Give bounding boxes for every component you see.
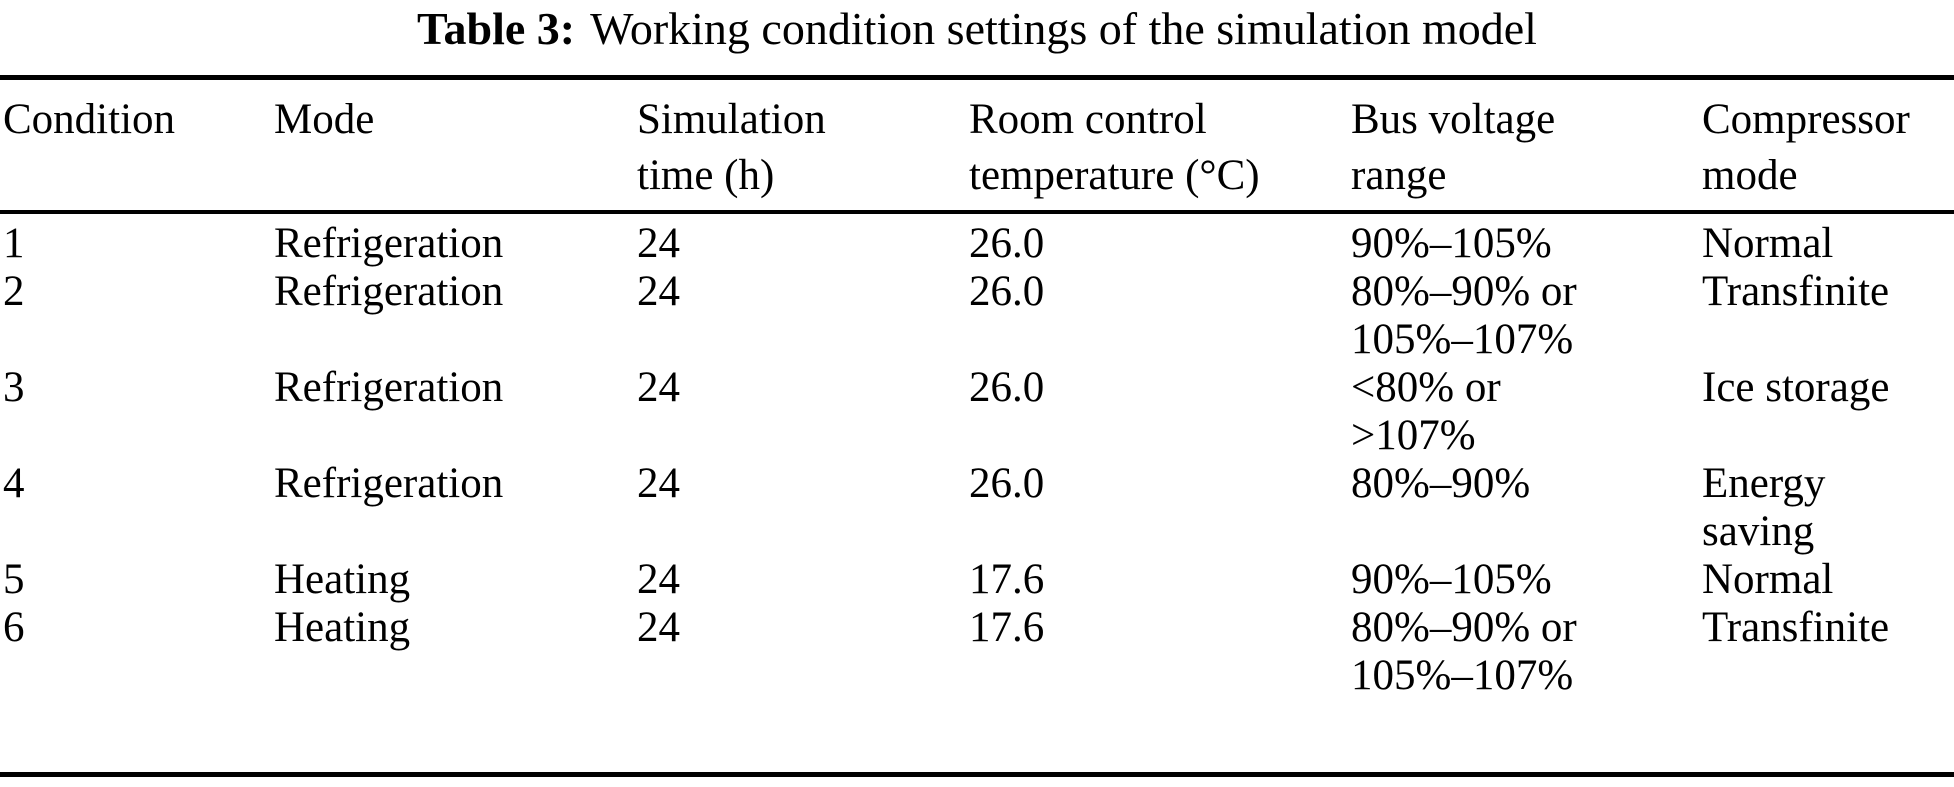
cell-mode: Refrigeration	[274, 220, 504, 267]
cell-compressor-mode: Energy saving	[1702, 460, 1826, 555]
cell-condition: 2	[3, 268, 25, 315]
cell-simulation-time: 24	[637, 364, 680, 411]
table-caption-number: Table 3:	[417, 3, 576, 54]
column-header-simulation-time: Simulation time (h)	[637, 77, 969, 214]
cell-simulation-time: 24	[637, 460, 680, 507]
cell-room-temperature: 26.0	[969, 460, 1045, 507]
table-body: 1 Refrigeration 24 26.0 90%–105% Normal …	[0, 212, 1954, 775]
working-conditions-table: Condition Mode Simulation time (h) Room …	[0, 75, 1954, 777]
table-row-condition-1: 1 Refrigeration 24 26.0 90%–105% Normal	[0, 212, 1954, 268]
cell-compressor-mode: Transfinite	[1702, 268, 1890, 315]
cell-simulation-time: 24	[637, 268, 680, 315]
cell-room-temperature: 26.0	[969, 220, 1045, 267]
cell-compressor-mode: Ice storage	[1702, 364, 1890, 411]
cell-mode: Heating	[274, 604, 411, 651]
cell-bus-voltage-range: <80% or >107%	[1351, 364, 1501, 459]
table-row-condition-5: 5 Heating 24 17.6 90%–105% Normal	[0, 556, 1954, 604]
cell-mode: Refrigeration	[274, 460, 504, 507]
cell-compressor-mode: Transfinite	[1702, 604, 1890, 651]
cell-room-temperature: 17.6	[969, 604, 1045, 651]
cell-room-temperature: 26.0	[969, 268, 1045, 315]
cell-condition: 3	[3, 364, 25, 411]
cell-room-temperature: 17.6	[969, 556, 1045, 603]
column-header-bus-voltage-range: Bus voltage range	[1351, 77, 1702, 214]
cell-bus-voltage-range: 80%–90% or 105%–107%	[1351, 604, 1577, 699]
table-row-condition-4: 4 Refrigeration 24 26.0 80%–90% Energy s…	[0, 460, 1954, 556]
cell-condition: 6	[3, 604, 25, 651]
cell-bus-voltage-range: 90%–105%	[1351, 556, 1552, 603]
table-row-condition-6: 6 Heating 24 17.6 80%–90% or 105%–107% T…	[0, 604, 1954, 775]
cell-mode: Heating	[274, 556, 411, 603]
cell-bus-voltage-range: 80%–90%	[1351, 460, 1531, 507]
column-header-condition: Condition	[0, 77, 274, 214]
table-caption-title: Working condition settings of the simula…	[590, 3, 1537, 54]
table-header: Condition Mode Simulation time (h) Room …	[0, 77, 1954, 214]
cell-compressor-mode: Normal	[1702, 556, 1834, 603]
cell-condition: 1	[3, 220, 25, 267]
cell-compressor-mode: Normal	[1702, 220, 1834, 267]
column-header-mode: Mode	[274, 77, 637, 214]
cell-bus-voltage-range: 80%–90% or 105%–107%	[1351, 268, 1577, 363]
cell-simulation-time: 24	[637, 604, 680, 651]
table-caption: Table 3: Working condition settings of th…	[0, 0, 1954, 75]
table-row-condition-2: 2 Refrigeration 24 26.0 80%–90% or 105%–…	[0, 268, 1954, 364]
column-header-room-control-temperature: Room control temperature (°C)	[969, 77, 1351, 214]
table-row-condition-3: 3 Refrigeration 24 26.0 <80% or >107% Ic…	[0, 364, 1954, 460]
column-header-compressor-mode: Compressor mode	[1702, 77, 1954, 214]
cell-condition: 4	[3, 460, 25, 507]
cell-simulation-time: 24	[637, 556, 680, 603]
cell-room-temperature: 26.0	[969, 364, 1045, 411]
cell-bus-voltage-range: 90%–105%	[1351, 220, 1552, 267]
cell-mode: Refrigeration	[274, 364, 504, 411]
cell-mode: Refrigeration	[274, 268, 504, 315]
cell-condition: 5	[3, 556, 25, 603]
header-row: Condition Mode Simulation time (h) Room …	[0, 77, 1954, 214]
cell-simulation-time: 24	[637, 220, 680, 267]
